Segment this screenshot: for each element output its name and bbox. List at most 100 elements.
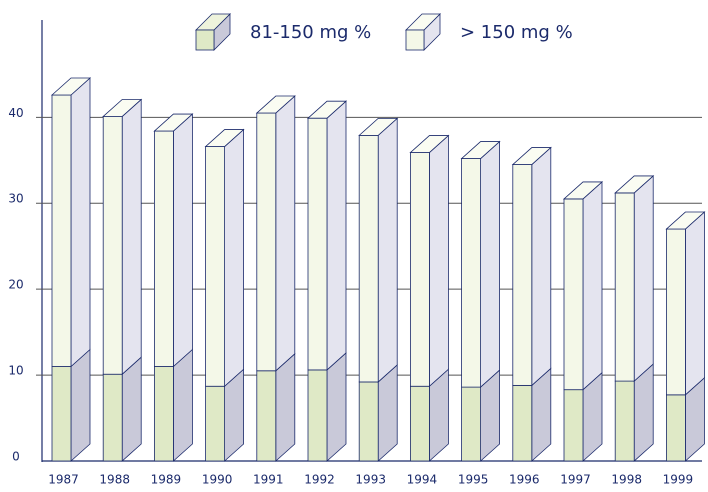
bar-top <box>409 135 450 153</box>
y-tick-label: 40 <box>8 106 23 120</box>
bar-top <box>511 147 552 165</box>
bar <box>307 117 328 371</box>
x-tick-label: 1993 <box>355 473 386 487</box>
legend-swatch <box>195 29 215 51</box>
bar-segment <box>460 140 501 389</box>
bar <box>614 380 635 462</box>
bar-segment <box>563 371 603 462</box>
bar-segment <box>153 348 193 462</box>
bar-side <box>70 77 91 368</box>
x-tick-label: 1998 <box>611 473 642 487</box>
legend-label: 81-150 mg % <box>250 22 371 43</box>
bar-segment <box>358 364 398 462</box>
bar-side <box>480 140 501 389</box>
bar <box>256 112 277 372</box>
bar-side <box>121 356 142 462</box>
y-tick-label: 0 <box>12 450 20 464</box>
bar <box>614 192 635 382</box>
bar-side <box>428 134 449 388</box>
bar-side <box>326 352 347 462</box>
bar-side <box>685 211 705 396</box>
bar <box>205 146 226 387</box>
bar-side <box>172 113 193 368</box>
bar-segment <box>358 117 399 383</box>
bar <box>666 394 686 462</box>
y-tick-label: 30 <box>8 192 23 206</box>
bar <box>512 164 533 386</box>
bar-top <box>614 175 655 194</box>
bar-segment <box>50 77 92 368</box>
bar <box>153 130 174 367</box>
x-tick-label: 1988 <box>99 473 130 487</box>
bar-side <box>224 128 245 388</box>
bar-side <box>275 95 296 372</box>
x-tick-label: 1991 <box>253 473 284 487</box>
bar <box>563 389 584 462</box>
bar-top <box>306 100 348 119</box>
bar-segment <box>307 352 347 462</box>
bar <box>102 116 123 375</box>
bar-segment <box>614 175 655 382</box>
bar <box>563 198 584 391</box>
bar-top <box>50 77 92 96</box>
bar <box>461 158 482 388</box>
bar <box>256 370 277 462</box>
bar-top <box>102 99 143 117</box>
bar <box>51 366 72 462</box>
bar-side <box>326 100 347 371</box>
bar-top <box>255 95 296 114</box>
x-tick-label: 1992 <box>304 473 335 487</box>
x-tick-label: 1995 <box>458 473 489 487</box>
bar-segment <box>562 181 604 391</box>
bar <box>51 94 72 367</box>
legend-label: > 150 mg % <box>460 22 573 43</box>
x-tick-label: 1997 <box>560 473 591 487</box>
bar-segment <box>102 356 142 462</box>
bar-segment <box>205 368 245 462</box>
bar-segment <box>665 211 706 396</box>
bar <box>409 385 430 462</box>
y-tick-label: 10 <box>8 364 23 378</box>
x-tick-label: 1996 <box>509 473 540 487</box>
bar <box>307 369 328 462</box>
bar-top <box>562 181 604 200</box>
legend-swatch <box>405 29 425 51</box>
bar-segment <box>102 98 143 376</box>
x-tick-label: 1999 <box>663 473 694 487</box>
bar-top <box>153 113 194 132</box>
bar <box>358 381 379 462</box>
bar <box>409 152 430 387</box>
bar-side <box>377 117 398 383</box>
bar <box>358 134 379 383</box>
bar-top <box>204 129 245 147</box>
bar-side <box>70 348 91 462</box>
legend-item: 81-150 mg % <box>195 13 371 51</box>
bar-side <box>275 352 296 462</box>
legend: 81-150 mg % > 150 mg % <box>195 13 573 51</box>
bar-segment <box>204 128 245 388</box>
bar <box>512 384 533 462</box>
bar-segment <box>153 113 194 368</box>
bar-side <box>172 348 193 462</box>
legend-item: > 150 mg % <box>405 13 573 51</box>
bar-side <box>633 175 654 382</box>
bar-top <box>665 211 706 230</box>
bar-side <box>582 181 603 391</box>
bar-segment <box>511 146 552 387</box>
bar-segment <box>306 100 348 371</box>
x-tick-label: 1989 <box>151 473 182 487</box>
x-tick-label: 1990 <box>202 473 233 487</box>
bar-segment <box>512 367 552 462</box>
bar-side <box>531 146 552 387</box>
y-tick-label: 20 <box>8 278 23 292</box>
x-tick-label: 1987 <box>48 473 79 487</box>
bar <box>205 385 226 462</box>
bar <box>461 386 482 462</box>
bar <box>666 228 686 396</box>
x-tick-label: 1994 <box>407 473 438 487</box>
bar-segment <box>614 363 654 462</box>
bar-top <box>358 117 399 136</box>
bar-segment <box>409 134 450 388</box>
bar <box>102 373 123 462</box>
